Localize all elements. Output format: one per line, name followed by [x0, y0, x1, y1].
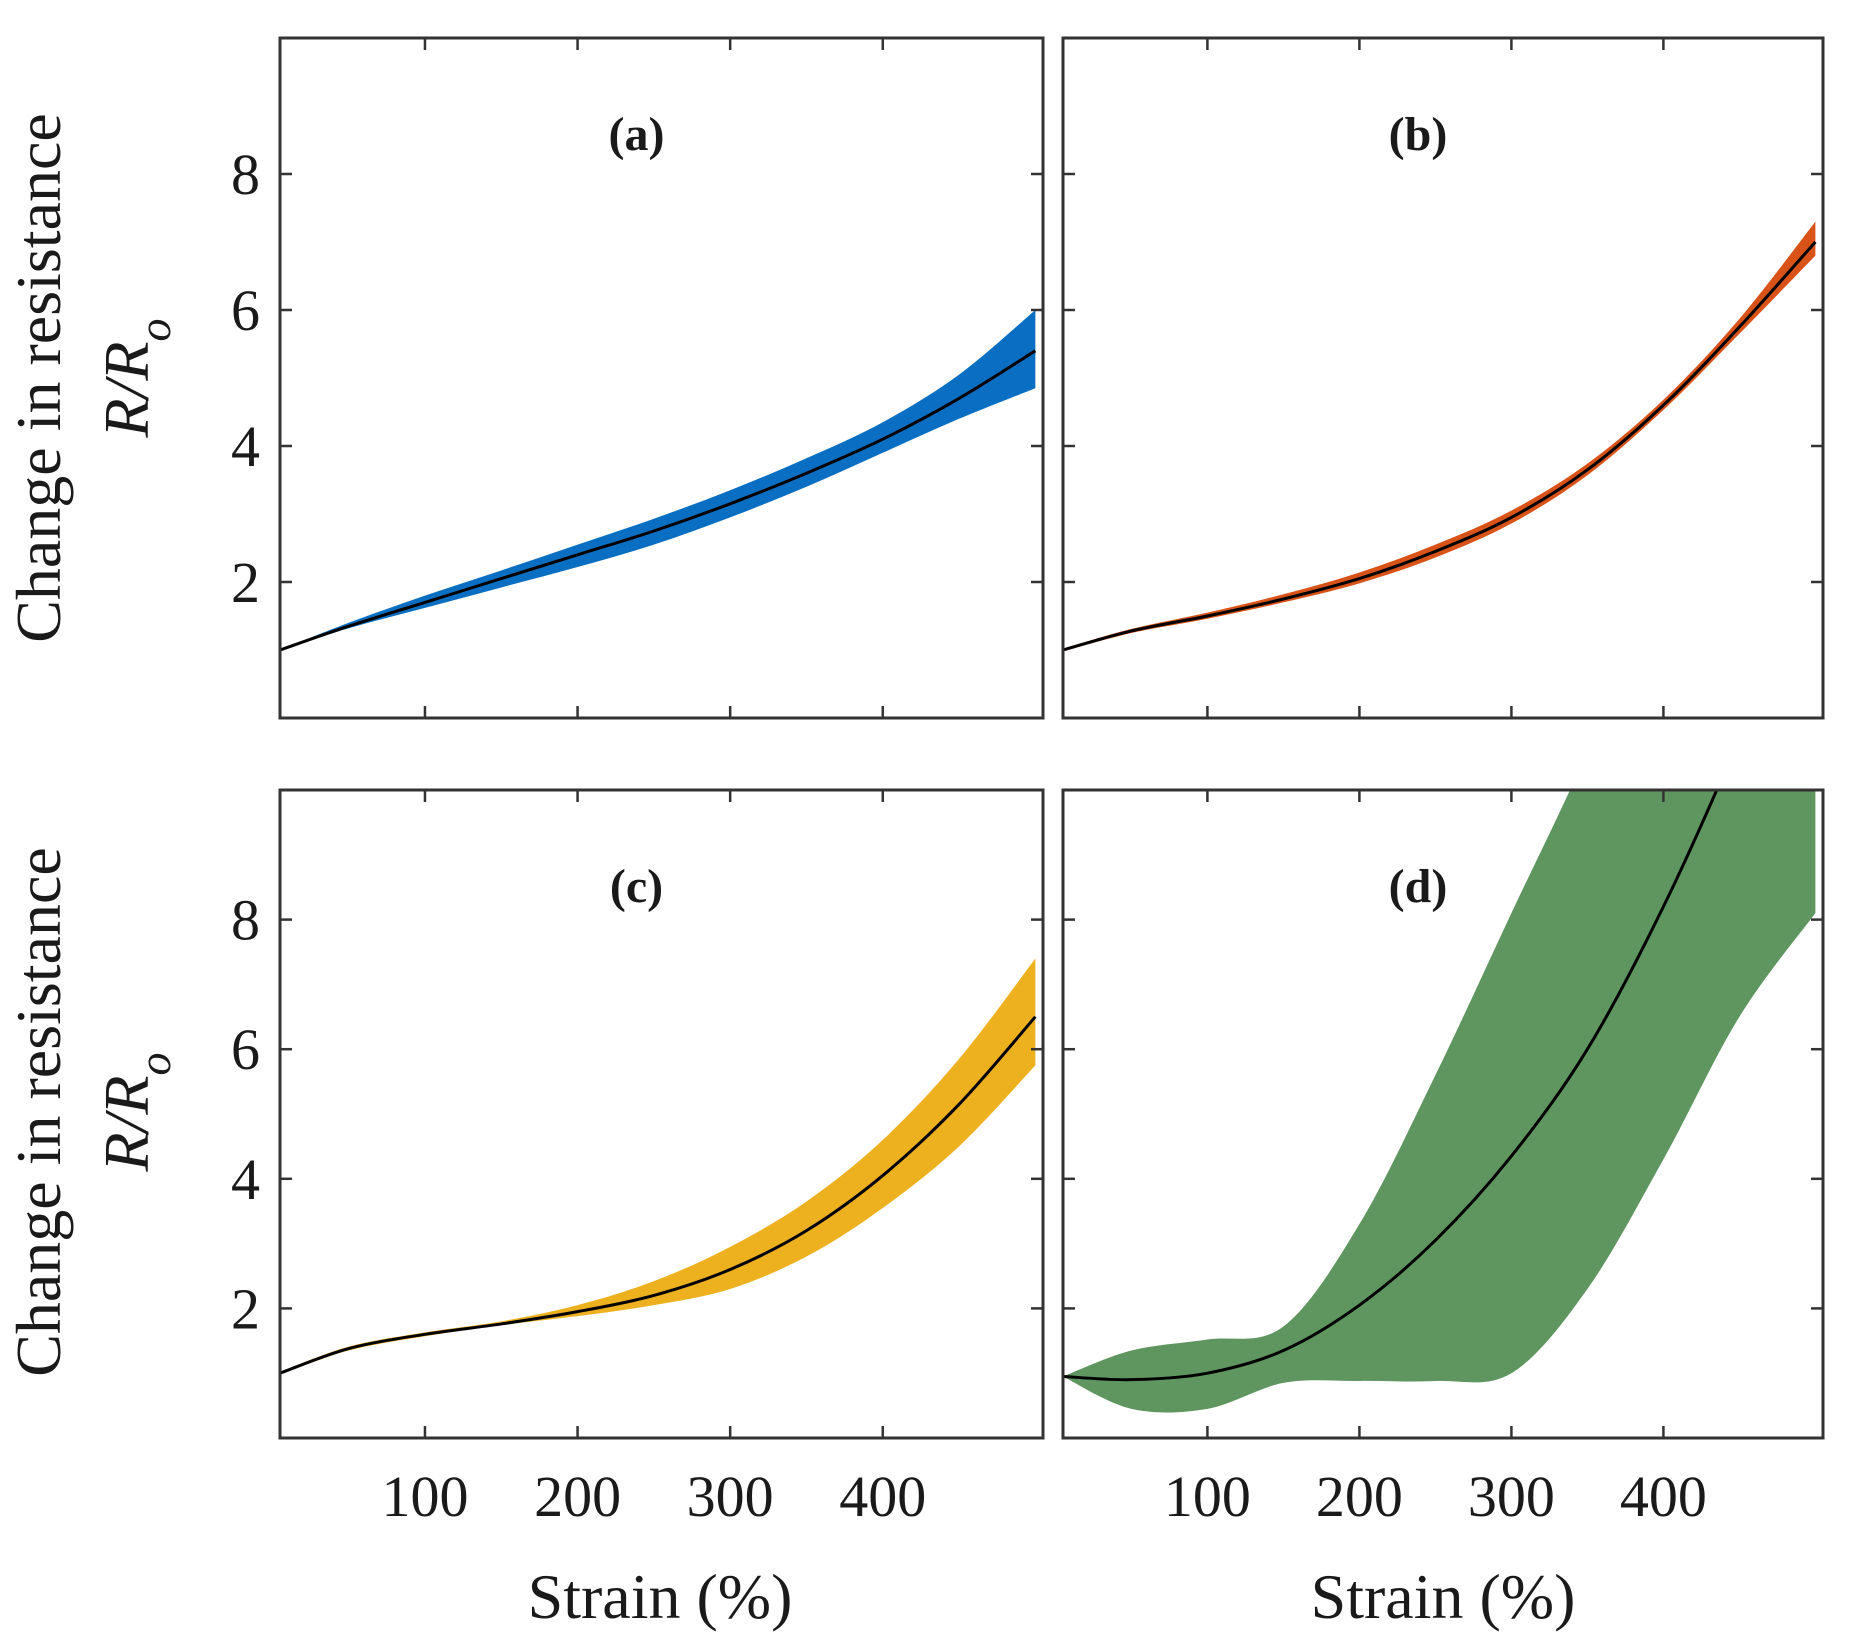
panel-label-c: (c) [610, 860, 663, 913]
x-tick-label-c: 200 [534, 1464, 621, 1529]
mean-line-b [1063, 241, 1817, 652]
y-tick-label-a: 8 [231, 142, 260, 207]
y-tick-label-c: 2 [231, 1276, 260, 1341]
panel-b: (b) [1061, 36, 1825, 720]
axes-frame-b [1061, 36, 1825, 720]
panel-label-b: (b) [1389, 108, 1448, 161]
y-axis-title-top-line1: Change in resistance [3, 113, 74, 643]
axes-frame-c [278, 788, 1045, 1440]
x-tick-label-d: 200 [1316, 1464, 1403, 1529]
y-axis-title-bottom-ratio: R/Ro [91, 1053, 180, 1173]
y-axis-title-top-sub: o [129, 319, 180, 342]
confidence-band-d [1063, 790, 1816, 1413]
panels: 2 4 6 8 (a) (b) 2 4 6 8 100 200 300 400 (c) 100 200 300 40… [231, 36, 1825, 1529]
x-tick-label-c: 400 [839, 1464, 926, 1529]
x-tick-label-d: 300 [1468, 1464, 1555, 1529]
panel-a: 2 4 6 8 (a) [231, 36, 1045, 720]
panel-c: 2 4 6 8 100 200 300 400 (c) [231, 788, 1045, 1529]
y-tick-label-c: 6 [231, 1017, 260, 1082]
y-tick-label-a: 6 [231, 278, 260, 343]
svg-text:R/Ro: R/Ro [91, 1053, 180, 1173]
y-axis-title-bottom-sub: o [129, 1053, 180, 1076]
x-axis-title-left: Strain (%) [528, 1561, 793, 1632]
axes-frame-a [278, 36, 1045, 720]
y-axis-title-top: Change in resistance [3, 113, 74, 643]
x-tick-label-c: 100 [381, 1464, 468, 1529]
plot-area-c [280, 958, 1037, 1375]
confidence-band-b [1063, 221, 1816, 652]
x-tick-label-d: 100 [1164, 1464, 1251, 1529]
x-tick-label-d: 400 [1620, 1464, 1707, 1529]
y-tick-label-a: 4 [231, 414, 260, 479]
y-tick-label-a: 2 [231, 550, 260, 615]
x-axis-title-right: Strain (%) [1311, 1561, 1576, 1632]
y-axis-title-top-R: R/R [91, 342, 162, 439]
svg-text:R/Ro: R/Ro [91, 319, 180, 439]
y-axis-title-top-ratio: R/Ro [91, 319, 180, 439]
y-axis-title-bottom-line1: Change in resistance [3, 847, 74, 1377]
y-axis-title-bottom: Change in resistance [3, 847, 74, 1377]
panel-label-a: (a) [609, 108, 665, 161]
y-axis-title-bottom-R: R/R [91, 1076, 162, 1173]
mean-line-c [280, 1015, 1037, 1375]
mean-line-a [280, 349, 1037, 652]
x-tick-label-c: 300 [687, 1464, 774, 1529]
plot-area-a [280, 310, 1037, 652]
y-tick-label-c: 4 [231, 1147, 260, 1212]
confidence-band-c [280, 958, 1036, 1375]
axes-frame-d [1061, 788, 1825, 1440]
panel-d: 100 200 300 400 (d) [1061, 788, 1825, 1529]
plot-area-b [1063, 221, 1817, 652]
y-tick-label-c: 8 [231, 888, 260, 953]
confidence-band-a [280, 310, 1036, 650]
panel-label-d: (d) [1389, 860, 1448, 913]
